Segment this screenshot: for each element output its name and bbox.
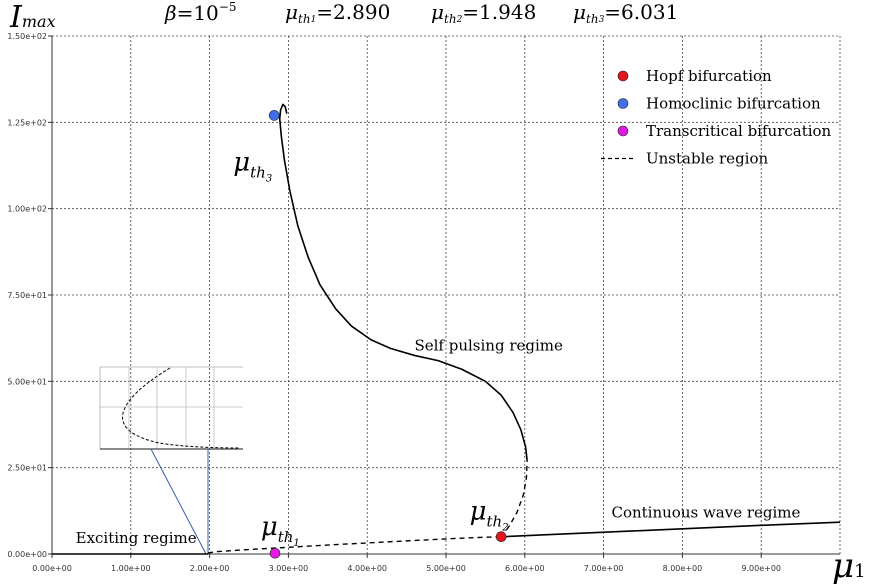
bifurcation-markers	[268, 110, 507, 559]
legend-homoclinic-bifurcation-label: Homoclinic bifurcation	[646, 95, 821, 113]
annotation-mu-th1: μth1	[261, 512, 300, 549]
legend: Hopf bifurcation Homoclinic bifurcation Tr…	[601, 67, 832, 168]
y-tick-label: 1.50e+02	[7, 32, 47, 41]
series-line-4-dashed	[500, 460, 528, 538]
y-tick-label: 0.00e+00	[7, 550, 47, 559]
inset-connector	[150, 448, 207, 555]
legend-hopf-bifurcation-label: Hopf bifurcation	[646, 67, 772, 85]
y-tick-label: 1.00e+02	[7, 205, 47, 214]
series-line-5-solid	[278, 103, 528, 461]
mu-th2-value: μth2=1.948	[431, 0, 537, 26]
homoclinic-bifurcation-marker	[268, 110, 280, 121]
mu-th3-value: μth3=6.031	[573, 0, 679, 26]
legend-transcritical-bifurcation-label: Transcritical bifurcation	[646, 122, 832, 140]
y-tick-label: 7.50e+01	[7, 291, 47, 300]
x-tick-label: 0.00e+00	[32, 564, 72, 573]
series-line-2-dashed	[207, 536, 502, 554]
legend-homoclinic-bifurcation-swatch	[617, 98, 629, 109]
curves	[52, 103, 841, 555]
regime-annotations: Self pulsing regime Continuous wave regim…	[76, 148, 801, 549]
hopf-bifurcation-marker	[495, 531, 507, 543]
x-tick-label: 2.00e+00	[190, 564, 230, 573]
beta-parameter: β=10−5	[165, 0, 237, 25]
x-tick-label: 6.00e+00	[505, 564, 545, 573]
x-tick-label: 8.00e+00	[663, 564, 703, 573]
mu-th1-value: μth1=2.890	[285, 0, 391, 26]
y-tick-label: 2.50e+01	[7, 464, 47, 473]
x-tick-label: 5.00e+00	[426, 564, 466, 573]
inset-curve	[122, 367, 241, 449]
x-tick-label: 9.00e+00	[741, 564, 781, 573]
x-tick-label: 3.00e+00	[269, 564, 309, 573]
annotation-continuous-wave-regime: Continuous wave regime	[611, 504, 800, 522]
legend-transcritical-bifurcation-swatch	[617, 125, 629, 137]
chart-header: β=10−5 μth1=2.890 μth2=1.948 μth3=6.031	[0, 0, 876, 34]
x-tick-label: 4.00e+00	[347, 564, 387, 573]
legend-unstable-region-label: Unstable region	[646, 150, 768, 168]
tick-labels: 0.00e+00 1.00e+00 2.00e+00 3.00e+00 4.00e+00…	[7, 32, 781, 573]
annotation-self-pulsing-regime: Self pulsing regime	[414, 336, 563, 354]
y-tick-label: 5.00e+01	[7, 377, 47, 386]
annotation-mu-th3: μth3	[233, 148, 272, 185]
y-tick-label: 1.25e+02	[7, 118, 47, 127]
series-line-3-solid	[501, 521, 841, 538]
x-tick-label: 7.00e+00	[584, 564, 624, 573]
grid-lines	[52, 35, 841, 554]
x-tick-label: 1.00e+00	[111, 564, 151, 573]
x-axis-label: μ1	[832, 546, 866, 586]
annotation-mu-th2: μth2	[470, 496, 509, 533]
transcritical-bifurcation-marker	[269, 548, 281, 559]
inset-zoom	[99, 366, 243, 555]
y-axis-label: Imax	[10, 0, 56, 35]
legend-hopf-bifurcation-swatch	[617, 70, 629, 82]
annotation-exciting-regime: Exciting regime	[76, 529, 197, 547]
